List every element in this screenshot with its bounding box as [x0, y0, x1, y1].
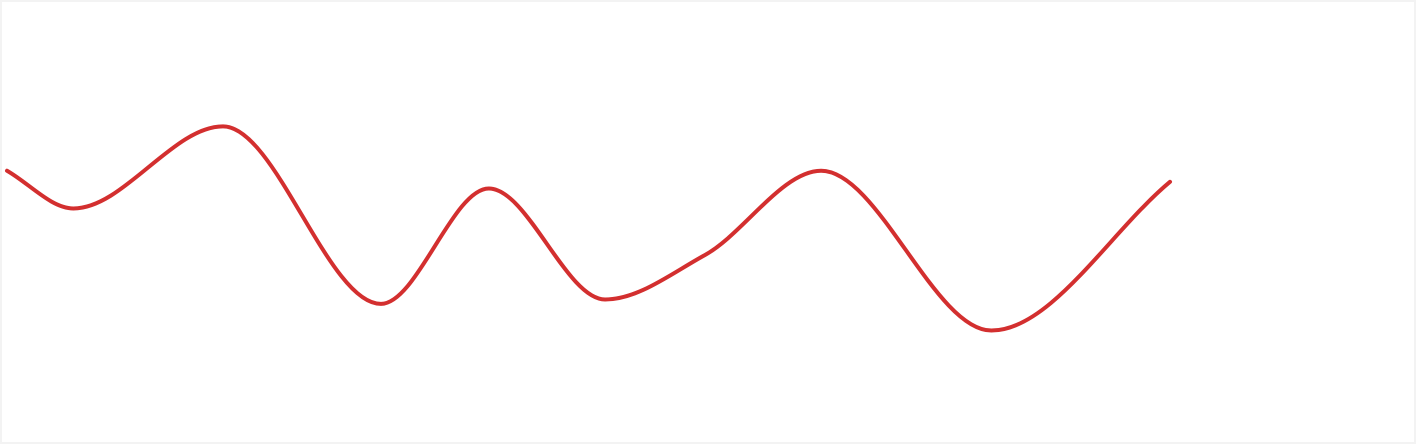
series-line-1 [5, 124, 1172, 333]
plot-area [5, 124, 1172, 333]
